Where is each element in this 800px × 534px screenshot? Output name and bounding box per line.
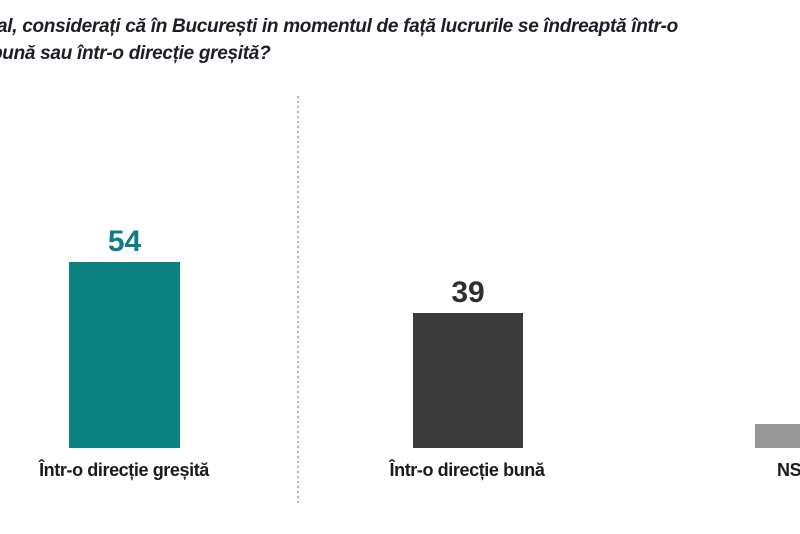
bar-ns — [755, 424, 800, 448]
bar-group-ns — [755, 419, 800, 448]
bar-value-label: 54 — [107, 225, 142, 258]
chart-title-line2: bună sau într-o direcție greșită? — [0, 43, 271, 64]
bar-group-directie-gresita: 54 — [69, 227, 180, 448]
category-label-directie-gresita: Într-o direcție greșită — [39, 460, 209, 480]
dashed-divider-line — [297, 96, 299, 506]
chart-title-line1: al, considerați că în București in momen… — [0, 16, 678, 37]
chart-title: al, considerați că în București in momen… — [0, 13, 800, 67]
category-label-directie-buna: Într-o direcție bună — [389, 460, 545, 480]
category-label-ns: NS — [777, 460, 800, 480]
bar-value-label: 39 — [451, 276, 485, 309]
bar-directie-gresita — [69, 262, 180, 448]
bar-directie-buna — [413, 313, 523, 448]
bar-group-directie-buna: 39 — [413, 278, 523, 448]
